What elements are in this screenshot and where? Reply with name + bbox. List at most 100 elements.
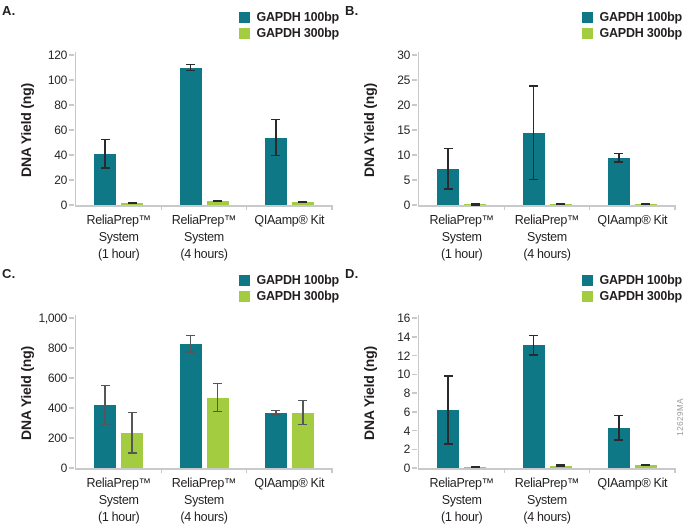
error-bar-cap-bottom <box>186 69 195 72</box>
x-category-line: (1 hour) <box>440 247 483 261</box>
x-axis-separator-tick <box>588 468 591 473</box>
legend-swatch-teal <box>239 11 251 23</box>
error-bar-cap-bottom <box>641 464 651 466</box>
error-bar <box>302 399 304 426</box>
panel-b: B. GAPDH 100bp GAPDH 300bp DNA Yield (ng) 0 5… <box>343 0 686 263</box>
error-bar-cap-top <box>443 147 453 149</box>
y-axis-line <box>74 52 76 205</box>
x-category-line: ReliaPrep™ <box>171 476 237 490</box>
legend: GAPDH 100bp GAPDH 300bp <box>239 9 339 41</box>
bar-gapdh-300bp <box>206 200 229 205</box>
y-tick-label: 2 <box>403 442 411 457</box>
bar-gapdh-300bp <box>634 465 657 468</box>
y-tick-label: 25 <box>397 73 410 87</box>
error-bar <box>104 384 106 426</box>
legend-item: GAPDH 300bp <box>239 288 339 304</box>
y-tick-label: 4 <box>403 423 411 438</box>
x-category-label: ReliaPrep™ System (4 hours) <box>161 212 246 263</box>
y-tick-label: 80 <box>54 98 67 112</box>
bar-gapdh-300bp <box>291 412 314 468</box>
bar-gapdh-100bp <box>522 345 545 468</box>
y-tick-label: 400 <box>47 401 67 415</box>
error-bar-cap-bottom <box>271 154 281 157</box>
x-axis-line <box>74 205 332 207</box>
x-axis-separator-tick <box>503 205 506 210</box>
error-bar-cap-bottom <box>100 423 110 426</box>
error-bar-cap-top <box>271 118 281 121</box>
x-axis-separator-tick <box>331 205 333 210</box>
y-tick-label: 60 <box>54 123 67 137</box>
y-tick-mark <box>69 79 74 81</box>
error-bar-cap-top <box>443 375 453 377</box>
legend-item: GAPDH 100bp <box>239 9 339 25</box>
x-category-line: (4 hours) <box>180 247 228 261</box>
error-bar <box>532 85 535 180</box>
bar-gapdh-100bp <box>94 405 117 468</box>
y-tick-label: 0 <box>60 198 68 212</box>
bar-gapdh-300bp <box>291 201 314 205</box>
x-category-line: (1 hour) <box>97 247 140 261</box>
error-bar-cap-bottom <box>443 443 453 445</box>
y-tick-mark <box>69 437 74 439</box>
y-tick-label: 100 <box>47 73 67 87</box>
y-tick-mark <box>69 104 74 106</box>
y-tick-mark <box>412 317 417 319</box>
x-category-line: System <box>184 230 224 244</box>
x-axis-separator-tick <box>503 468 506 473</box>
y-tick-mark <box>412 411 417 413</box>
error-bar-cap-top <box>614 414 624 417</box>
x-axis-line <box>417 468 675 470</box>
legend: GAPDH 100bp GAPDH 300bp <box>582 9 682 41</box>
bar-gapdh-100bp <box>179 343 202 468</box>
bar-gapdh-100bp <box>607 157 630 205</box>
error-bar-cap-top <box>100 384 110 387</box>
x-axis-separator-tick <box>160 205 163 210</box>
legend-label: GAPDH 100bp <box>599 273 682 287</box>
error-bar-cap-bottom <box>470 466 480 468</box>
y-tick-mark <box>69 347 74 349</box>
y-tick-mark <box>69 317 74 319</box>
error-bar <box>275 118 277 157</box>
legend: GAPDH 100bp GAPDH 300bp <box>239 272 339 304</box>
error-bar-cap-top <box>529 334 538 337</box>
y-tick-mark <box>412 467 417 469</box>
y-axis-title: DNA Yield (ng) <box>18 346 34 440</box>
y-tick-label: 0 <box>60 461 68 475</box>
legend-item: GAPDH 300bp <box>582 25 682 41</box>
plot-area: 0 20 40 60 80 100 120 ReliaPrep™ System (1 hour) R… <box>48 48 333 261</box>
error-bar-cap-bottom <box>127 452 137 454</box>
y-tick-mark <box>412 79 417 81</box>
error-bar-cap-bottom <box>298 201 308 203</box>
y-tick-label: 5 <box>403 173 411 187</box>
error-bar-cap-bottom <box>443 188 453 190</box>
error-bar <box>189 63 192 72</box>
x-axis-line <box>74 468 332 470</box>
x-category-label: QIAamp® Kit <box>590 212 675 229</box>
legend-item: GAPDH 100bp <box>582 9 682 25</box>
error-bar-cap-bottom <box>556 465 565 468</box>
x-axis-separator-tick <box>245 468 248 473</box>
error-bar-cap-bottom <box>271 414 281 416</box>
y-tick-mark <box>69 129 74 131</box>
y-tick-mark <box>412 354 417 357</box>
bar-gapdh-300bp <box>206 397 229 468</box>
error-bar <box>618 414 620 441</box>
legend-label: GAPDH 300bp <box>599 289 682 303</box>
legend-swatch-teal <box>239 274 251 286</box>
x-axis-separator-tick <box>674 468 676 473</box>
plot-area: 0 5 10 15 20 25 30 ReliaPrep™ System (1 hour) Reli… <box>397 48 676 261</box>
x-category-line: (1 hour) <box>97 510 140 524</box>
bar-gapdh-100bp <box>264 412 287 468</box>
y-tick-label: 10 <box>397 148 410 162</box>
x-category-line: QIAamp® Kit <box>254 213 325 227</box>
legend-swatch-green <box>582 27 594 39</box>
y-tick-label: 16 <box>397 311 410 325</box>
y-tick-mark <box>69 54 74 56</box>
legend-swatch-teal <box>582 11 594 23</box>
error-bar-cap-bottom <box>614 161 624 163</box>
x-category-label: ReliaPrep™ System (4 hours) <box>504 475 589 526</box>
x-category-line: (1 hour) <box>440 510 483 524</box>
error-bar-cap-bottom <box>100 167 110 169</box>
x-category-label: QIAamp® Kit <box>247 212 332 229</box>
legend-item: GAPDH 300bp <box>582 288 682 304</box>
